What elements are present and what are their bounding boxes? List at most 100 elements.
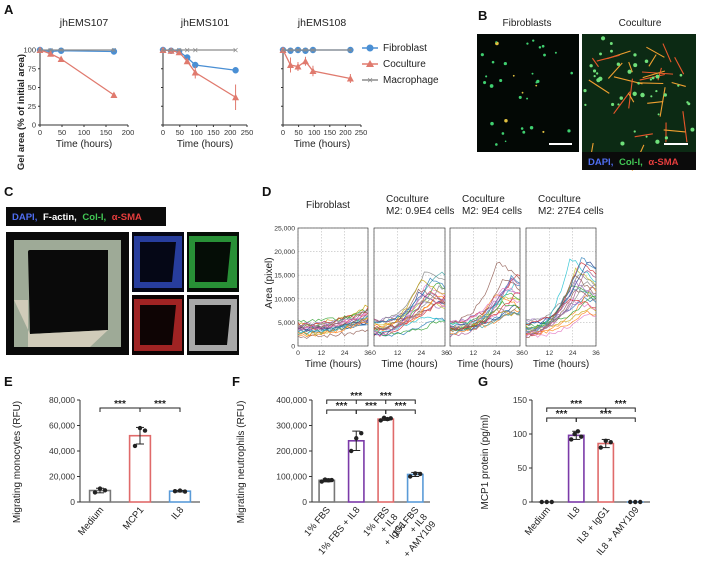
cell-dot	[634, 130, 636, 132]
cell-dot	[599, 52, 602, 55]
cell-dot	[539, 46, 541, 48]
cell-dot	[504, 119, 507, 122]
y-tick-label: 300,000	[276, 421, 307, 431]
cell-dot	[665, 136, 668, 139]
x-tick-label: 100	[308, 128, 321, 137]
data-point-macrophage: ×	[280, 46, 286, 57]
x-tick-label: 150	[207, 128, 220, 137]
panel-e-ylabel: Migrating monocytes (RFU)	[12, 401, 23, 523]
cell-dot	[570, 72, 573, 75]
panel-letter-a: A	[4, 2, 14, 17]
x-tick-label: 0	[161, 128, 165, 137]
x-axis-label: Time (hours)	[533, 359, 589, 370]
y-tick-label: 400,000	[276, 395, 307, 405]
panel-letter-g: G	[478, 374, 488, 389]
x-tick-label: 12	[546, 350, 554, 357]
significance-stars: ***	[395, 401, 407, 412]
stain-dapi: DAPI,	[12, 212, 37, 223]
x-tick-label: 200	[339, 128, 352, 137]
bar	[130, 436, 151, 502]
cell-dot	[495, 41, 497, 43]
legend-fibroblast: Fibroblast	[383, 43, 427, 54]
cell-dot	[526, 43, 528, 45]
x-axis-label: Time (hours)	[305, 359, 361, 370]
cell-dot	[492, 61, 495, 64]
data-point-macrophage: ×	[111, 46, 117, 57]
data-point-macrophage: ×	[192, 46, 198, 57]
image-title-coculture: Coculture	[619, 18, 662, 29]
cell-dot	[481, 53, 484, 56]
cell-dot	[513, 75, 515, 77]
x-tick-label: 0	[38, 128, 42, 137]
legend-coculture: Coculture	[383, 59, 426, 70]
cell-dot	[521, 127, 524, 130]
panel-letter-e: E	[4, 374, 13, 389]
panel-a-legend: Fibroblast Coculture × Macrophage	[362, 43, 439, 87]
y-tick-label: 25,000	[274, 226, 295, 233]
svg-text:DAPI, F-actin, Col: DAPI, F-actin, Col-I, α-SMA	[12, 212, 142, 223]
cell-dot	[536, 80, 539, 83]
y-tick-label: 0	[291, 344, 295, 351]
y-tick-label: 0	[32, 121, 36, 130]
category-label-line: Medium	[523, 505, 553, 538]
cell-dot	[650, 78, 652, 80]
cell-dot	[656, 75, 660, 79]
cell-dot	[658, 113, 660, 115]
cell-dot	[594, 75, 596, 77]
x-tick-label: 50	[58, 128, 66, 137]
y-tick-label: 25	[28, 102, 36, 111]
category-label: Medium	[76, 505, 106, 538]
data-point	[579, 435, 583, 439]
data-point	[628, 500, 632, 504]
category-label-line: IL8	[566, 505, 583, 522]
data-point-coculture	[110, 92, 117, 99]
cell-dot	[542, 45, 545, 48]
stain-col-i: Col-I,	[82, 212, 106, 223]
y-tick-label: 200,000	[276, 446, 307, 456]
chart-title: M2: 27E4 cells	[538, 206, 604, 217]
cell-dot	[652, 77, 655, 80]
cell-dot	[610, 50, 613, 53]
coculture-micrograph	[582, 34, 696, 152]
image-title-fibroblasts: Fibroblasts	[503, 18, 552, 29]
significance-stars: ***	[154, 399, 166, 410]
cell-dot	[620, 141, 624, 145]
data-point	[183, 489, 187, 493]
data-point	[178, 488, 182, 492]
cell-dot	[646, 136, 648, 138]
data-point-coculture	[302, 58, 309, 65]
stain-f-actin: F-actin,	[43, 212, 77, 223]
data-point	[330, 478, 334, 482]
data-point	[389, 416, 393, 420]
x-tick-label: 200	[224, 128, 237, 137]
data-point	[609, 440, 613, 444]
data-point	[354, 436, 358, 440]
y-tick-label: 50	[28, 83, 36, 92]
x-tick-label: 250	[241, 128, 254, 137]
chart-title: Fibroblast	[306, 200, 350, 211]
stain-dapi: DAPI,	[588, 157, 613, 168]
y-tick-label: 20,000	[274, 249, 295, 256]
x-tick-label: 250	[355, 128, 368, 137]
category-label-line: IL8	[169, 505, 186, 522]
panel-letter-b: B	[478, 8, 487, 23]
x-tick-label: 24	[569, 350, 577, 357]
cell-dot	[593, 69, 596, 72]
x-tick-label: 0	[524, 350, 528, 357]
data-point	[599, 445, 603, 449]
cell-dot	[680, 74, 683, 77]
bar	[170, 491, 191, 502]
category-label: Medium	[523, 505, 553, 538]
data-point	[633, 500, 637, 504]
data-point	[413, 471, 417, 475]
cell-dot	[490, 84, 494, 88]
data-point	[408, 474, 412, 478]
cell-dot	[584, 104, 586, 106]
data-point	[576, 429, 580, 433]
bar	[378, 419, 393, 502]
panel-letter-f: F	[232, 374, 240, 389]
y-tick-label: 20,000	[49, 472, 75, 482]
bar	[569, 435, 584, 502]
x-axis-label: Time (hours)	[457, 359, 513, 370]
